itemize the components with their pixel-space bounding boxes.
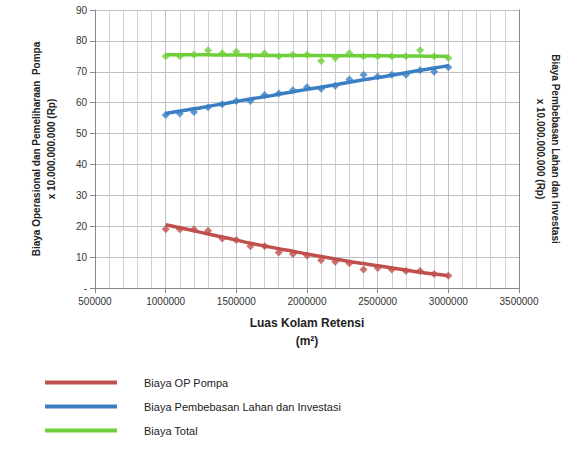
- svg-text:2500000: 2500000: [358, 296, 397, 307]
- svg-text:1500000: 1500000: [217, 296, 256, 307]
- svg-text:3000000: 3000000: [429, 296, 468, 307]
- svg-text:50: 50: [76, 128, 88, 139]
- svg-text:40: 40: [76, 159, 88, 170]
- svg-text:60: 60: [76, 97, 88, 108]
- svg-text:2000000: 2000000: [288, 296, 327, 307]
- svg-text:70: 70: [76, 66, 88, 77]
- svg-text:80: 80: [76, 35, 88, 46]
- svg-text:Luas Kolam Retensi: Luas Kolam Retensi: [250, 316, 365, 330]
- svg-text:10: 10: [76, 252, 88, 263]
- svg-text:(m²): (m²): [296, 334, 319, 348]
- svg-text:Biaya Total: Biaya Total: [144, 425, 198, 437]
- svg-text:Biaya Operasional dan Pemeliha: Biaya Operasional dan Pemeliharaan Pompa: [31, 41, 42, 256]
- svg-text:3500000: 3500000: [500, 296, 539, 307]
- svg-text:1000000: 1000000: [146, 296, 185, 307]
- svg-text:Biaya Pembebasan Lahan dan Inv: Biaya Pembebasan Lahan dan Investasi: [550, 54, 561, 244]
- svg-text:90: 90: [76, 5, 88, 16]
- svg-text:-: -: [84, 283, 87, 294]
- svg-text:500000: 500000: [78, 296, 112, 307]
- svg-text:30: 30: [76, 190, 88, 201]
- svg-text:Biaya Pembebasan Lahan dan Inv: Biaya Pembebasan Lahan dan Investasi: [144, 401, 341, 413]
- svg-text:x 10.000.000.000 (Rp): x 10.000.000.000 (Rp): [46, 99, 57, 200]
- svg-text:x 10.000.000.000 (Rp): x 10.000.000.000 (Rp): [535, 99, 546, 200]
- svg-text:20: 20: [76, 221, 88, 232]
- svg-text:Biaya OP Pompa: Biaya OP Pompa: [144, 377, 229, 389]
